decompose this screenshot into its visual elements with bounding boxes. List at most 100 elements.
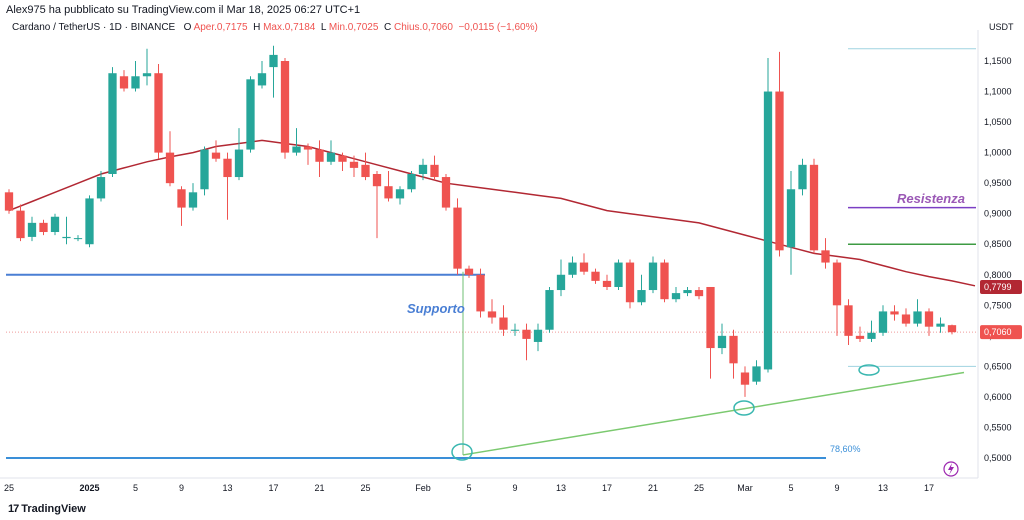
candle-up bbox=[246, 76, 255, 153]
open-value: Aper.0,7175 bbox=[193, 22, 248, 33]
lightning-icon-bolt bbox=[948, 463, 954, 475]
x-tick-label: 5 bbox=[466, 483, 471, 493]
publisher-credit: Alex975 ha pubblicato su TradingView.com… bbox=[6, 4, 361, 16]
y-tick-label: 0,6000 bbox=[984, 392, 1012, 402]
candle-down bbox=[947, 324, 957, 335]
candle-down bbox=[349, 155, 359, 178]
candle-body bbox=[50, 216, 60, 233]
candle-body bbox=[211, 152, 221, 159]
x-tick-label: 25 bbox=[4, 483, 14, 493]
candle-down bbox=[223, 152, 232, 220]
candle-up bbox=[752, 360, 761, 385]
candle-body bbox=[188, 192, 198, 208]
candle-down bbox=[303, 143, 313, 165]
candle-up bbox=[671, 286, 681, 303]
candle-up bbox=[878, 305, 888, 336]
y-axis-unit: USDT bbox=[989, 22, 1014, 32]
candle-up bbox=[533, 323, 543, 352]
candle-up bbox=[763, 57, 773, 373]
candle-up bbox=[798, 158, 807, 196]
candle-down bbox=[855, 326, 865, 342]
low-label: L bbox=[320, 22, 327, 33]
candle-body bbox=[292, 146, 301, 153]
candle-down bbox=[844, 299, 853, 346]
x-tick-label: 5 bbox=[788, 483, 793, 493]
candle-body bbox=[648, 262, 658, 291]
candle-down bbox=[476, 268, 485, 318]
candle-down bbox=[591, 268, 600, 284]
x-tick-label: 13 bbox=[222, 483, 232, 493]
symbol-name[interactable]: Cardano / TetherUS · 1D · BINANCE bbox=[12, 22, 176, 33]
candle-body bbox=[349, 161, 359, 168]
candle-down bbox=[165, 131, 175, 187]
candle-down bbox=[924, 308, 934, 336]
candle-up bbox=[292, 128, 301, 156]
x-tick-label: 9 bbox=[179, 483, 184, 493]
candle-up bbox=[108, 67, 117, 178]
candle-down bbox=[372, 170, 382, 239]
candle-up bbox=[614, 259, 623, 291]
candle-up bbox=[510, 323, 520, 336]
candle-down bbox=[384, 170, 393, 202]
candle-down bbox=[499, 305, 508, 336]
candle-down bbox=[464, 265, 474, 278]
candle-down bbox=[740, 366, 750, 397]
candle-body bbox=[579, 262, 589, 272]
candle-body bbox=[4, 192, 14, 211]
lightning-icon[interactable] bbox=[943, 461, 959, 477]
candle-up bbox=[913, 299, 922, 327]
candle-body bbox=[142, 73, 152, 77]
candle-body bbox=[729, 335, 738, 364]
candle-body bbox=[637, 290, 646, 303]
y-tick-label: 0,9500 bbox=[984, 178, 1012, 188]
candle-up bbox=[407, 170, 416, 193]
candle-body bbox=[257, 73, 267, 86]
candle-down bbox=[901, 308, 911, 327]
change-value: −0,0115 (−1,60%) bbox=[458, 22, 538, 33]
candle-up bbox=[683, 286, 692, 297]
candle-body bbox=[39, 222, 48, 233]
moving-average-line bbox=[8, 139, 976, 287]
y-tick-label: 0,5500 bbox=[984, 422, 1012, 432]
candle-body bbox=[154, 73, 163, 153]
candle-up bbox=[648, 256, 658, 294]
candle-body bbox=[844, 305, 853, 336]
candle-body bbox=[671, 293, 681, 300]
candle-up bbox=[568, 256, 577, 278]
candle-body bbox=[361, 164, 370, 178]
candle-body bbox=[614, 262, 623, 287]
candle-down bbox=[809, 158, 819, 254]
candle-up bbox=[326, 140, 336, 165]
touch-marker-circle bbox=[733, 400, 755, 416]
x-tick-label: Feb bbox=[415, 483, 431, 493]
candle-body bbox=[234, 149, 244, 178]
candle-down bbox=[39, 219, 48, 236]
candle-down bbox=[211, 140, 221, 162]
candle-down bbox=[315, 140, 324, 178]
candle-body bbox=[717, 335, 727, 349]
resistance-annotation: Resistenza bbox=[897, 191, 965, 206]
candle-down bbox=[729, 329, 738, 379]
candle-up bbox=[50, 213, 60, 236]
tradingview-logo[interactable]: 17 TradingView bbox=[8, 503, 86, 515]
x-tick-label: 17 bbox=[268, 483, 278, 493]
candle-up bbox=[234, 128, 244, 181]
candle-body bbox=[890, 311, 899, 315]
candle-body bbox=[832, 262, 842, 306]
tv-logo-text: TradingView bbox=[21, 503, 86, 515]
ma-price-label-bg bbox=[980, 280, 1022, 295]
candle-down bbox=[706, 286, 715, 379]
y-tick-label: 0,6500 bbox=[984, 361, 1012, 371]
candle-up bbox=[637, 274, 646, 306]
x-tick-label: 9 bbox=[512, 483, 517, 493]
x-tick-label: 25 bbox=[360, 483, 370, 493]
symbol-info: Cardano / TetherUS · 1D · BINANCE O Aper… bbox=[12, 22, 538, 33]
candle-body bbox=[878, 311, 888, 333]
candle-up bbox=[85, 195, 94, 248]
candle-body bbox=[913, 311, 922, 324]
candle-up bbox=[867, 320, 876, 342]
candle-down bbox=[522, 323, 531, 361]
candle-body bbox=[453, 207, 462, 269]
candle-body bbox=[476, 274, 485, 312]
